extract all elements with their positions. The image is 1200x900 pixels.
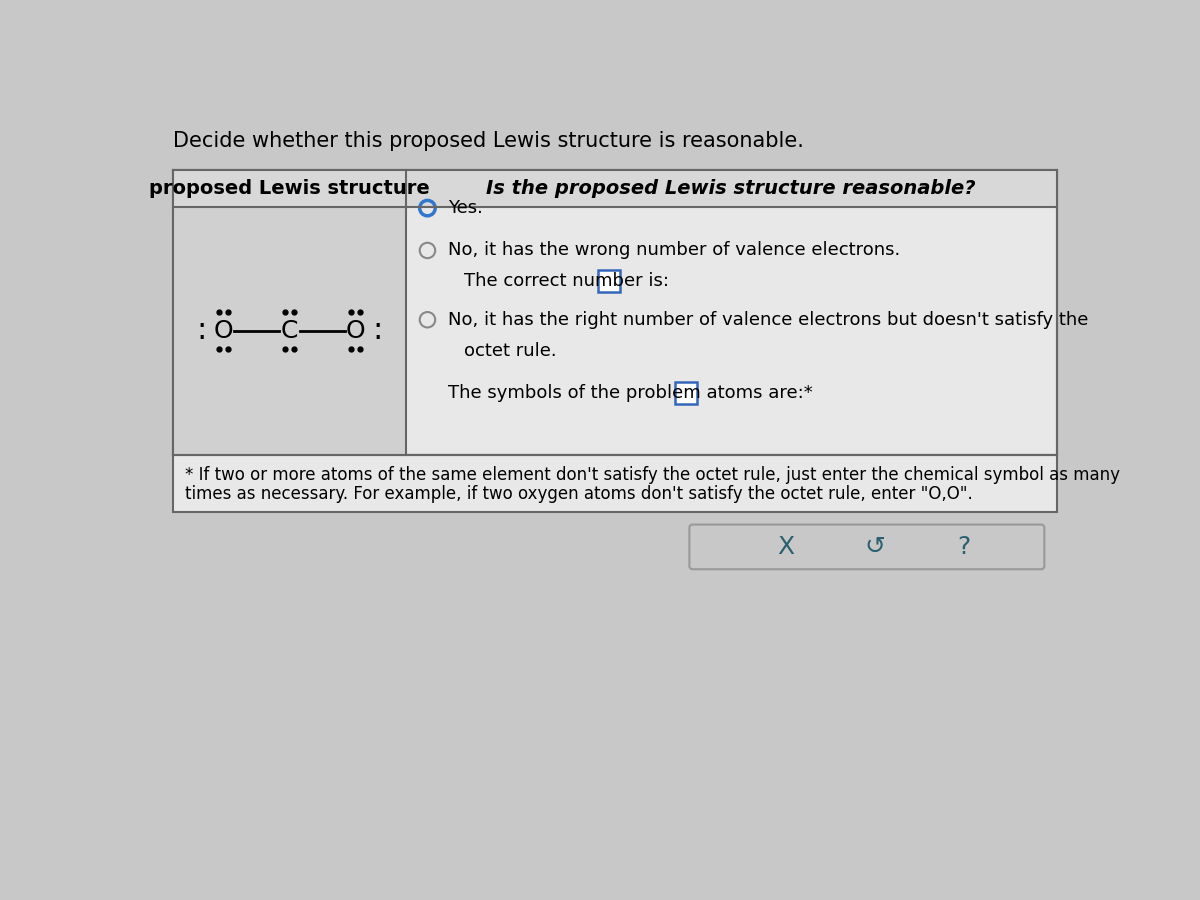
Text: :: : xyxy=(197,316,208,345)
FancyBboxPatch shape xyxy=(689,525,1044,569)
Text: No, it has the wrong number of valence electrons.: No, it has the wrong number of valence e… xyxy=(449,241,901,259)
Bar xyxy=(173,169,1057,454)
Bar xyxy=(676,382,697,404)
Bar xyxy=(173,207,406,454)
Bar xyxy=(173,454,1057,512)
Text: * If two or more atoms of the same element don't satisfy the octet rule, just en: * If two or more atoms of the same eleme… xyxy=(185,466,1120,484)
Bar xyxy=(598,271,619,292)
Text: octet rule.: octet rule. xyxy=(464,341,557,359)
Text: Is the proposed Lewis structure reasonable?: Is the proposed Lewis structure reasonab… xyxy=(486,178,976,198)
Text: Decide whether this proposed Lewis structure is reasonable.: Decide whether this proposed Lewis struc… xyxy=(173,131,804,151)
Text: ↺: ↺ xyxy=(864,535,886,559)
Text: proposed Lewis structure: proposed Lewis structure xyxy=(149,178,430,198)
Text: The correct number is:: The correct number is: xyxy=(464,272,668,290)
Text: No, it has the right number of valence electrons but doesn't satisfy the: No, it has the right number of valence e… xyxy=(449,310,1088,328)
Text: X: X xyxy=(776,535,794,559)
Text: times as necessary. For example, if two oxygen atoms don't satisfy the octet rul: times as necessary. For example, if two … xyxy=(185,485,973,503)
Text: ?: ? xyxy=(958,535,971,559)
Text: O: O xyxy=(214,319,234,343)
Text: O: O xyxy=(346,319,365,343)
Bar xyxy=(173,169,1057,207)
Text: The symbols of the problem atoms are:*: The symbols of the problem atoms are:* xyxy=(449,384,814,402)
Text: :: : xyxy=(372,316,383,345)
Text: C: C xyxy=(281,319,298,343)
Text: Yes.: Yes. xyxy=(449,199,484,217)
